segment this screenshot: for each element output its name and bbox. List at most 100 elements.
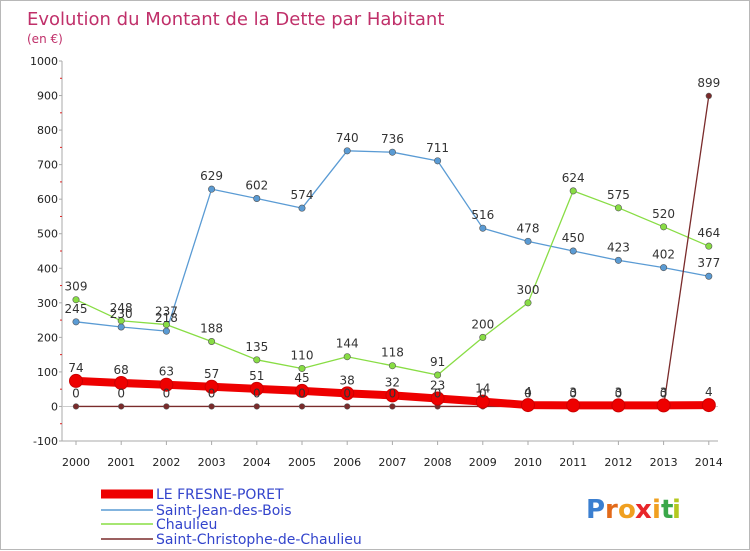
data-point — [385, 388, 400, 403]
data-label: 245 — [65, 302, 88, 316]
data-point — [114, 375, 129, 390]
data-label: 63 — [159, 365, 174, 379]
data-label: 38 — [340, 373, 355, 387]
data-label: 3 — [660, 385, 668, 399]
data-label: 0 — [660, 386, 668, 400]
data-point — [614, 256, 622, 264]
data-point — [72, 403, 80, 410]
data-label: 218 — [155, 311, 178, 325]
logo-letter: x — [635, 495, 652, 525]
data-label: 478 — [517, 221, 540, 235]
data-label: 57 — [204, 367, 219, 381]
x-tick-label: 2003 — [198, 456, 226, 469]
x-tick-label: 2012 — [604, 456, 632, 469]
legend-label: Saint-Christophe-de-Chaulieu — [156, 532, 362, 548]
data-label: 575 — [607, 188, 630, 202]
y-tick-label: 700 — [37, 159, 58, 172]
data-point — [611, 398, 626, 413]
chart-subtitle: (en €) — [27, 32, 63, 46]
logo-letter: i — [672, 495, 681, 525]
data-point — [479, 333, 487, 341]
data-point — [705, 242, 713, 250]
data-label: 464 — [697, 226, 720, 240]
data-label: 4 — [524, 385, 532, 399]
data-label: 0 — [479, 386, 487, 400]
data-point — [524, 237, 532, 245]
y-tick-label: -100 — [33, 435, 58, 448]
data-point — [159, 377, 174, 392]
data-point — [343, 353, 351, 361]
data-point — [705, 272, 713, 280]
logo-letter: r — [605, 495, 618, 525]
data-label: 450 — [562, 231, 585, 245]
data-label: 3 — [615, 385, 623, 399]
data-point — [343, 147, 351, 155]
x-tick-label: 2010 — [514, 456, 542, 469]
logo-letter: o — [618, 495, 636, 525]
data-point — [614, 204, 622, 212]
data-label: 23 — [430, 379, 445, 393]
data-label: 0 — [253, 386, 261, 400]
y-tick-label: 0 — [51, 400, 58, 413]
data-point — [69, 373, 83, 388]
data-point — [298, 204, 306, 212]
data-point — [117, 317, 125, 325]
data-label: 68 — [114, 363, 129, 377]
logo-letter: i — [652, 495, 661, 525]
data-label: 300 — [517, 283, 540, 297]
data-point — [388, 148, 396, 156]
legend-label: LE FRESNE-PORET — [156, 487, 284, 503]
series-2 — [72, 187, 713, 379]
data-label: 711 — [426, 141, 449, 155]
data-label: 32 — [385, 375, 400, 389]
legend-label: Chaulieu — [156, 517, 217, 533]
legend-label: Saint-Jean-des-Bois — [156, 503, 292, 519]
x-tick-label: 2006 — [333, 456, 361, 469]
data-point — [162, 321, 170, 329]
axes: -100010020030040050060070080090010002000… — [30, 55, 723, 469]
series-0 — [69, 373, 716, 413]
data-label: 3 — [569, 385, 577, 399]
data-label: 520 — [652, 207, 675, 221]
data-point — [388, 362, 396, 370]
x-tick-label: 2011 — [559, 456, 587, 469]
data-point — [208, 403, 215, 410]
data-label: 45 — [294, 371, 309, 385]
y-tick-label: 900 — [37, 90, 58, 103]
x-tick-label: 2007 — [378, 456, 406, 469]
y-tick-label: 200 — [37, 331, 58, 344]
data-label: 0 — [524, 386, 532, 400]
data-label: 516 — [471, 208, 494, 222]
data-label: 74 — [68, 361, 83, 375]
data-label: 624 — [562, 171, 585, 185]
data-point — [208, 338, 216, 346]
data-label: 4 — [705, 385, 713, 399]
data-point — [569, 247, 577, 255]
data-point — [253, 403, 260, 410]
data-label: 135 — [245, 340, 268, 354]
y-tick-label: 1000 — [30, 55, 58, 68]
data-point — [475, 394, 490, 409]
x-tick-label: 2004 — [243, 456, 271, 469]
data-label: 118 — [381, 346, 404, 360]
data-point — [524, 299, 532, 307]
x-tick-label: 2001 — [107, 456, 135, 469]
data-point — [434, 157, 442, 165]
data-point — [389, 403, 396, 410]
data-point — [295, 383, 309, 398]
series-layer — [69, 92, 716, 413]
data-point — [344, 403, 351, 410]
data-label: 0 — [434, 386, 442, 400]
data-label: 0 — [615, 386, 623, 400]
data-point — [253, 356, 261, 364]
data-label: 200 — [471, 317, 494, 331]
data-label: 144 — [336, 337, 359, 351]
data-point — [249, 381, 264, 396]
y-tick-label: 800 — [37, 124, 58, 137]
data-point — [253, 194, 261, 202]
x-tick-label: 2013 — [650, 456, 678, 469]
